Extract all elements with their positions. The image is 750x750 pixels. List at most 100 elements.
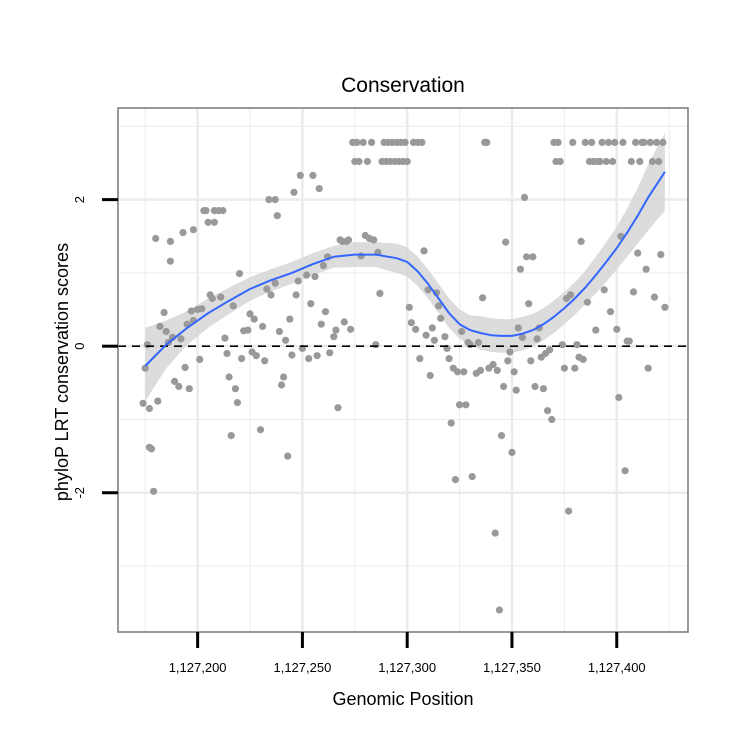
data-point — [179, 229, 187, 237]
data-point — [412, 325, 420, 333]
data-point — [646, 138, 654, 146]
data-point — [611, 138, 619, 146]
data-point — [263, 285, 271, 293]
data-point — [233, 399, 241, 407]
data-point — [430, 336, 438, 344]
data-point — [627, 157, 636, 166]
data-point — [204, 218, 212, 226]
data-point — [368, 138, 376, 146]
data-point — [533, 335, 541, 343]
data-point — [160, 308, 168, 317]
data-point — [527, 357, 535, 365]
data-point — [139, 399, 147, 407]
data-point — [271, 196, 279, 204]
data-point — [523, 253, 531, 261]
data-point — [294, 277, 302, 285]
data-point — [198, 305, 206, 313]
data-point — [280, 373, 288, 381]
data-point — [175, 382, 183, 391]
data-point — [235, 270, 244, 278]
data-point — [363, 157, 371, 166]
data-point — [474, 338, 482, 347]
data-point — [650, 293, 659, 301]
data-point — [307, 300, 315, 308]
data-point — [621, 467, 629, 475]
data-point — [265, 196, 273, 204]
data-point — [508, 448, 516, 456]
data-point — [489, 360, 497, 369]
data-point — [150, 487, 158, 495]
data-point — [267, 291, 275, 299]
data-point — [288, 351, 296, 359]
data-point — [282, 336, 290, 344]
data-point — [296, 171, 304, 179]
data-point — [187, 307, 195, 315]
data-point — [344, 236, 353, 244]
confidence-ribbon-layer — [145, 132, 665, 402]
data-point — [520, 193, 529, 201]
data-point — [577, 237, 585, 245]
data-point — [569, 138, 577, 146]
data-point — [210, 218, 218, 226]
data-point — [156, 322, 164, 330]
data-point — [347, 325, 355, 333]
smooth-line-layer — [144, 171, 666, 367]
data-point — [261, 357, 269, 365]
data-point — [141, 364, 149, 372]
data-point — [600, 286, 608, 294]
data-point — [615, 393, 623, 402]
x-axis-title: Genomic Position — [332, 689, 473, 709]
data-point — [355, 157, 363, 166]
data-point — [166, 257, 174, 265]
x-tick-label: 1,127,400 — [588, 660, 646, 675]
data-point — [556, 157, 564, 166]
data-point — [238, 355, 246, 363]
panel-border — [117, 107, 689, 633]
data-point — [275, 327, 283, 336]
data-point — [659, 138, 667, 146]
data-point — [219, 207, 227, 215]
data-point — [619, 138, 627, 146]
data-point — [456, 401, 464, 409]
data-point — [661, 303, 669, 311]
data-point — [401, 138, 409, 146]
data-point — [606, 308, 615, 316]
data-point — [588, 138, 596, 146]
data-point — [315, 185, 323, 193]
data-point — [632, 138, 640, 146]
data-point — [479, 294, 487, 302]
data-point — [453, 368, 462, 376]
data-point — [655, 157, 663, 166]
data-point — [405, 303, 413, 311]
data-point — [579, 355, 587, 363]
data-point — [596, 157, 604, 166]
data-point — [428, 324, 436, 332]
data-point — [634, 249, 642, 257]
data-point — [407, 319, 415, 327]
data-point — [435, 302, 443, 310]
data-point — [177, 335, 185, 343]
data-point — [319, 262, 327, 270]
data-point — [326, 349, 334, 357]
data-point — [460, 368, 468, 376]
y-axis: 2 0 -2 — [72, 196, 118, 499]
x-tick-label: 1,127,200 — [169, 660, 227, 675]
data-point — [290, 188, 298, 196]
data-point — [231, 385, 239, 393]
data-point — [252, 352, 260, 360]
data-point — [516, 265, 525, 273]
data-point — [305, 355, 313, 363]
data-point — [332, 326, 340, 334]
data-point — [502, 238, 510, 246]
data-point — [189, 226, 197, 234]
data-point — [525, 300, 533, 308]
data-point — [152, 234, 160, 243]
data-point — [539, 385, 548, 393]
data-point — [143, 341, 151, 349]
data-point — [246, 310, 254, 318]
data-point — [185, 385, 193, 393]
data-point — [531, 382, 539, 391]
data-point — [321, 308, 330, 316]
data-point — [309, 171, 317, 179]
